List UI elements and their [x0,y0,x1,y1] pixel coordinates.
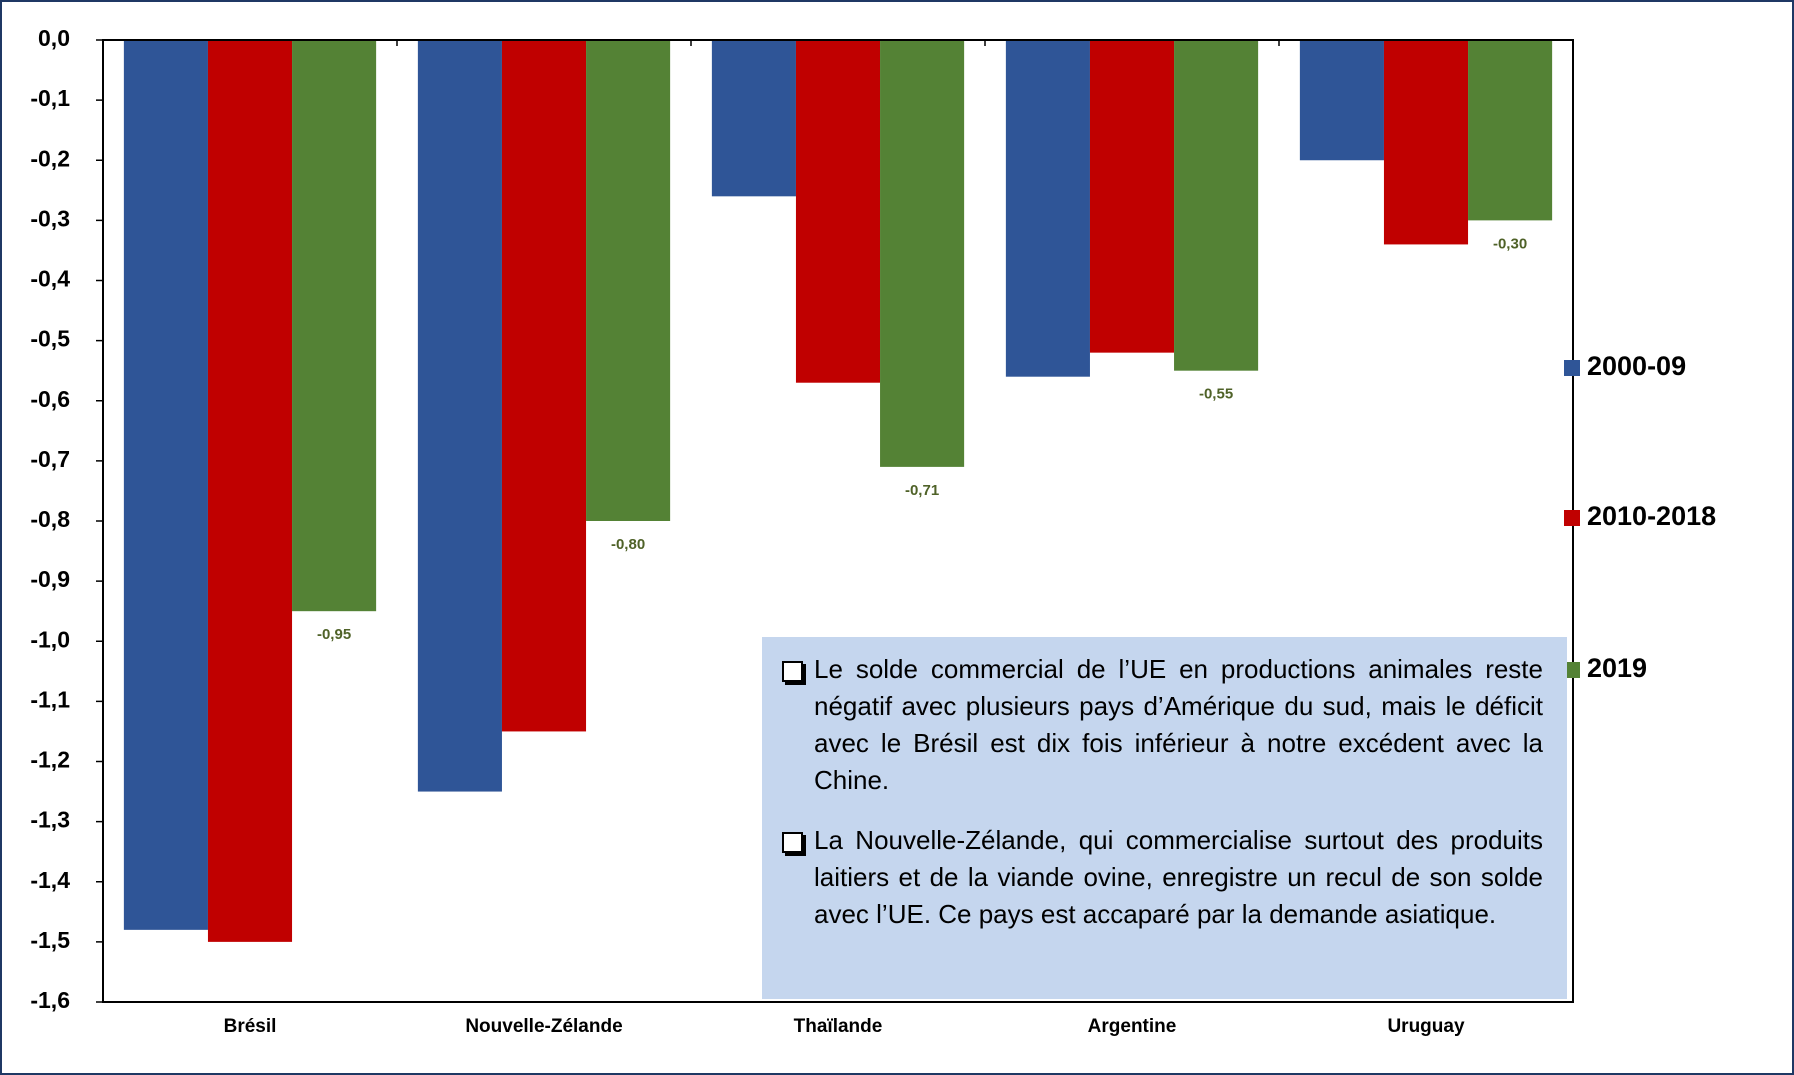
x-tick-label: Brésil [224,1016,277,1037]
x-tick-label: Argentine [1088,1016,1177,1037]
value-label: -0,71 [905,482,939,499]
bar [795,40,881,383]
bar [880,40,965,467]
text-box: Le solde commercial de l’UE en productio… [762,637,1567,999]
value-label: -0,80 [611,536,645,553]
legend-swatch [1564,662,1580,678]
bar [1383,40,1469,245]
y-tick-label: -0,3 [30,205,70,231]
bar [292,40,377,612]
bar [123,40,208,930]
bar [501,40,587,732]
value-label: -0,95 [317,626,351,643]
y-tick-label: -0,9 [30,566,70,592]
legend-label: 2000-09 [1587,351,1686,381]
x-tick-label: Thaïlande [794,1016,883,1037]
bar [1468,40,1553,221]
bar [207,40,293,942]
note-paragraph: La Nouvelle-Zélande, qui commercialise s… [780,822,1543,933]
legend-label: 2019 [1587,653,1647,683]
value-label: -0,55 [1199,386,1233,403]
y-tick-label: -1,1 [30,686,70,712]
bar [1174,40,1259,371]
y-tick-label: -1,6 [30,987,70,1013]
y-tick-label: -1,0 [30,626,70,652]
y-tick-label: -1,4 [30,867,70,893]
note-paragraph: Le solde commercial de l’UE en productio… [780,651,1543,799]
x-tick-label: Uruguay [1387,1016,1465,1037]
bar [711,40,796,197]
bar [1005,40,1090,377]
y-tick-label: -0,7 [30,446,70,472]
y-tick-label: -1,3 [30,807,70,833]
y-tick-label: -0,5 [30,326,70,352]
y-tick-label: -0,6 [30,386,70,412]
bar [417,40,502,792]
bar [586,40,671,521]
legend-swatch [1564,360,1580,376]
y-tick-label: -0,1 [30,85,70,111]
y-tick-label: -0,2 [30,145,70,171]
legend-label: 2010-2018 [1587,501,1716,531]
bar [1089,40,1175,353]
y-tick-label: -1,5 [30,927,70,953]
y-tick-label: 0,0 [38,25,70,51]
x-tick-label: Nouvelle-Zélande [465,1016,622,1037]
y-tick-label: -0,8 [30,506,70,532]
y-tick-label: -1,2 [30,747,70,773]
bar [1299,40,1384,161]
legend-swatch [1564,510,1580,526]
y-tick-label: -0,4 [30,266,70,292]
value-label: -0,30 [1493,235,1527,252]
